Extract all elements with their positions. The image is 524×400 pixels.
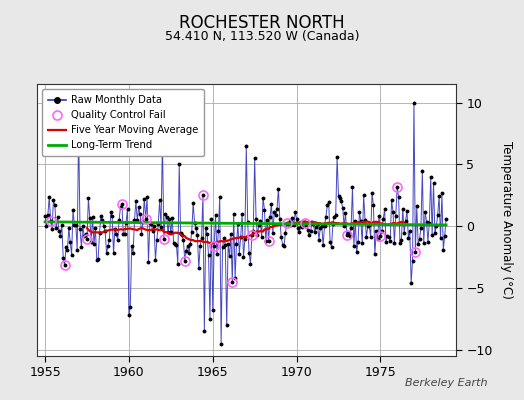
Text: 54.410 N, 113.520 W (Canada): 54.410 N, 113.520 W (Canada) [165,30,359,43]
Text: ROCHESTER NORTH: ROCHESTER NORTH [179,14,345,32]
Legend: Raw Monthly Data, Quality Control Fail, Five Year Moving Average, Long-Term Tren: Raw Monthly Data, Quality Control Fail, … [42,89,204,156]
Text: Berkeley Earth: Berkeley Earth [405,378,487,388]
Y-axis label: Temperature Anomaly (°C): Temperature Anomaly (°C) [499,141,512,299]
